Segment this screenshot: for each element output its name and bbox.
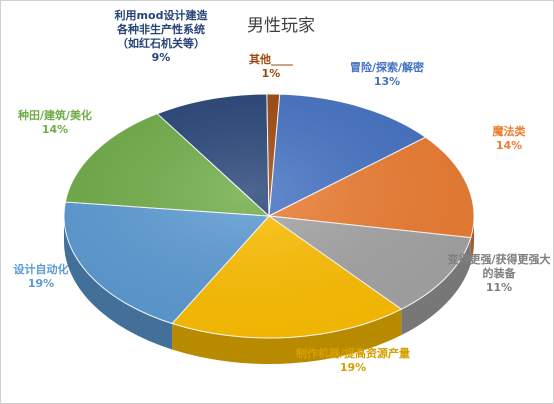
slice-label-text: 冒险/探索/解密: [349, 61, 425, 74]
slice-label-farming: 种田/建筑/美化 14%: [3, 109, 107, 137]
slice-percent: 19%: [339, 361, 367, 374]
slice-label-text: 设计自动化: [13, 263, 69, 276]
slice-percent: 13%: [373, 75, 401, 88]
slice-label-text: 种田/建筑/美化: [17, 109, 93, 122]
slice-percent: 11%: [485, 281, 513, 294]
slice-label-text: 制作机器/提高资源产量: [295, 347, 411, 360]
pie-top: [63, 93, 475, 339]
slice-percent: 14%: [495, 139, 523, 152]
slice-label-redstone: 利用mod设计建造各种非生产性系统（如红石机关等） 9%: [111, 9, 211, 65]
pie-side-3: [172, 309, 402, 364]
slice-label-stronger: 变得更强/获得更强大的装备 11%: [445, 253, 553, 295]
slice-label-text: 其他____: [249, 53, 293, 66]
slice-label-adventure: 冒险/探索/解密 13%: [327, 61, 447, 89]
pie-side-2: [401, 237, 471, 336]
slice-label-text: 利用mod设计建造各种非生产性系统（如红石机关等）: [114, 9, 208, 50]
chart-title: 男性玩家: [247, 16, 315, 36]
pie-side-4: [64, 216, 173, 350]
slice-label-machines: 制作机器/提高资源产量 19%: [293, 347, 413, 375]
slice-percent: 19%: [27, 277, 55, 290]
slice-label-other: 其他____ 1%: [235, 53, 307, 81]
slice-percent: 14%: [41, 123, 69, 136]
slice-label-text: 变得更强/获得更强大的装备: [447, 253, 551, 280]
slice-label-magic: 魔法类 14%: [479, 125, 539, 153]
slice-percent: 9%: [151, 51, 171, 64]
slice-label-text: 魔法类: [492, 125, 526, 138]
slice-label-automation: 设计自动化 19%: [3, 263, 79, 291]
pie-sheen: [64, 94, 474, 338]
slice-percent: 1%: [261, 67, 281, 80]
